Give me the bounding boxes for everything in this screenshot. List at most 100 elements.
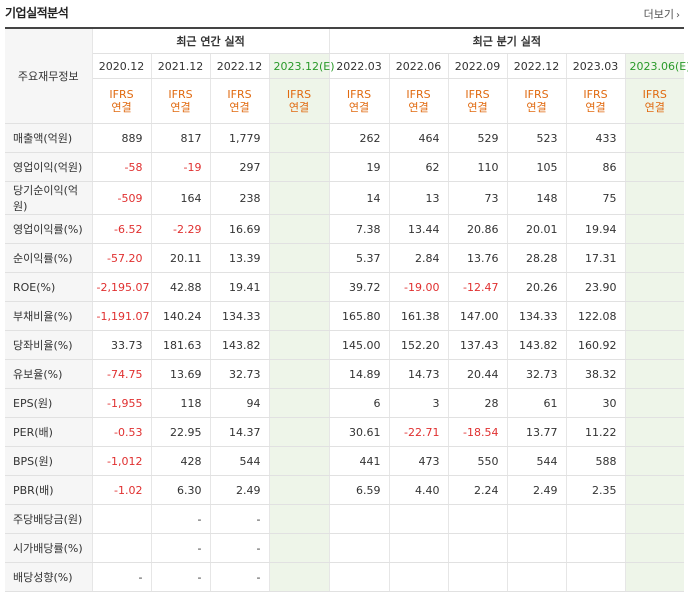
table-cell: 110 xyxy=(448,152,508,182)
table-cell xyxy=(566,533,626,563)
table-cell xyxy=(269,388,330,418)
table-row: BPS(원) -1,012 428 544 441 473 550 544 588 xyxy=(5,446,685,476)
table-cell: -509 xyxy=(92,181,152,215)
table-cell: 262 xyxy=(328,123,390,153)
table-cell xyxy=(269,533,330,563)
table-cell: -22.71 xyxy=(389,417,449,447)
table-cell xyxy=(269,301,330,331)
table-cell: 19 xyxy=(328,152,390,182)
row-label: 유보율(%) xyxy=(5,359,93,389)
table-cell xyxy=(269,214,330,244)
table-body: 매출액(억원) 889 817 1,779 262 464 529 523 433 영업이익(억원… xyxy=(5,123,685,592)
table-cell xyxy=(507,533,567,563)
table-cell: 2.49 xyxy=(507,475,567,505)
table-cell: 14 xyxy=(328,181,390,215)
table-cell: 39.72 xyxy=(328,272,390,302)
table-cell xyxy=(448,533,508,563)
table-cell: 152.20 xyxy=(389,330,449,360)
period-header: 2023.03 xyxy=(566,53,626,79)
row-label: 배당성향(%) xyxy=(5,562,93,592)
table-cell: 62 xyxy=(389,152,449,182)
ifrs-label: IFRS 연결 xyxy=(448,78,508,124)
table-cell: -2.29 xyxy=(151,214,211,244)
table-cell: 544 xyxy=(507,446,567,476)
table-cell: -19 xyxy=(151,152,211,182)
table-cell xyxy=(269,152,330,182)
table-cell: 105 xyxy=(507,152,567,182)
table-cell: 160.92 xyxy=(566,330,626,360)
table-row: 영업이익(억원) -58 -19 297 19 62 110 105 86 xyxy=(5,152,685,182)
table-cell: 22.95 xyxy=(151,417,211,447)
table-cell: 238 xyxy=(210,181,270,215)
table-cell: 441 xyxy=(328,446,390,476)
table-cell: 14.89 xyxy=(328,359,390,389)
period-header: 2020.12 xyxy=(92,53,152,79)
table-cell: 817 xyxy=(151,123,211,153)
table-row: 영업이익률(%) -6.52 -2.29 16.69 7.38 13.44 20.86 20.… xyxy=(5,214,685,244)
table-cell xyxy=(269,359,330,389)
table-cell: - xyxy=(151,533,211,563)
table-cell: 6 xyxy=(328,388,390,418)
table-row: 배당성향(%) - - - xyxy=(5,562,685,592)
row-label: ROE(%) xyxy=(5,272,93,302)
period-header: 2023.06(E) xyxy=(625,53,688,79)
table-cell: -6.52 xyxy=(92,214,152,244)
table-cell: 6.30 xyxy=(151,475,211,505)
table-row: EPS(원) -1,955 118 94 6 3 28 61 30 xyxy=(5,388,685,418)
ifrs-label: IFRS 연결 xyxy=(151,78,211,124)
table-cell: -12.47 xyxy=(448,272,508,302)
financial-table: 주요재무정보 최근 연간 실적 최근 분기 실적 2020.12 2021.12 2… xyxy=(5,29,688,592)
table-row: 매출액(억원) 889 817 1,779 262 464 529 523 433 xyxy=(5,123,685,153)
table-cell xyxy=(625,359,685,389)
table-cell: 181.63 xyxy=(151,330,211,360)
table-cell: 38.32 xyxy=(566,359,626,389)
table-cell: -57.20 xyxy=(92,243,152,273)
quarter-group-header: 최근 분기 실적 xyxy=(328,29,685,54)
row-label: 순이익률(%) xyxy=(5,243,93,273)
table-cell xyxy=(269,562,330,592)
table-cell: - xyxy=(151,504,211,534)
period-header: 2022.09 xyxy=(448,53,508,79)
table-cell: 19.94 xyxy=(566,214,626,244)
table-cell: 61 xyxy=(507,388,567,418)
table-cell: - xyxy=(151,562,211,592)
table-cell: 3 xyxy=(389,388,449,418)
row-label: PER(배) xyxy=(5,417,93,447)
table-cell: 122.08 xyxy=(566,301,626,331)
table-cell: 13.44 xyxy=(389,214,449,244)
table-row: 순이익률(%) -57.20 20.11 13.39 5.37 2.84 13.76 28.2… xyxy=(5,243,685,273)
table-cell: 134.33 xyxy=(210,301,270,331)
table-cell: 32.73 xyxy=(210,359,270,389)
table-cell: 13 xyxy=(389,181,449,215)
table-cell: 2.49 xyxy=(210,475,270,505)
row-label: BPS(원) xyxy=(5,446,93,476)
table-cell: 20.11 xyxy=(151,243,211,273)
table-cell: -1,955 xyxy=(92,388,152,418)
more-link[interactable]: 더보기 › xyxy=(644,6,680,22)
table-cell xyxy=(566,562,626,592)
section-title: 기업실적분석 xyxy=(5,6,69,20)
table-cell xyxy=(269,504,330,534)
table-cell: 73 xyxy=(448,181,508,215)
table-cell xyxy=(92,504,152,534)
table-cell: 4.40 xyxy=(389,475,449,505)
ifrs-label: IFRS 연결 xyxy=(389,78,449,124)
table-cell: 588 xyxy=(566,446,626,476)
table-cell xyxy=(625,214,685,244)
table-cell: 297 xyxy=(210,152,270,182)
row-label: EPS(원) xyxy=(5,388,93,418)
table-cell: -1.02 xyxy=(92,475,152,505)
row-label: 당좌비율(%) xyxy=(5,330,93,360)
table-cell: 13.39 xyxy=(210,243,270,273)
table-cell xyxy=(625,330,685,360)
table-cell: 7.38 xyxy=(328,214,390,244)
table-cell xyxy=(625,475,685,505)
table-cell: 529 xyxy=(448,123,508,153)
table-cell: -1,012 xyxy=(92,446,152,476)
table-cell: 2.24 xyxy=(448,475,508,505)
table-cell xyxy=(625,446,685,476)
row-label: 주당배당금(원) xyxy=(5,504,93,534)
table-cell xyxy=(269,330,330,360)
table-cell: 30 xyxy=(566,388,626,418)
table-cell: 20.26 xyxy=(507,272,567,302)
